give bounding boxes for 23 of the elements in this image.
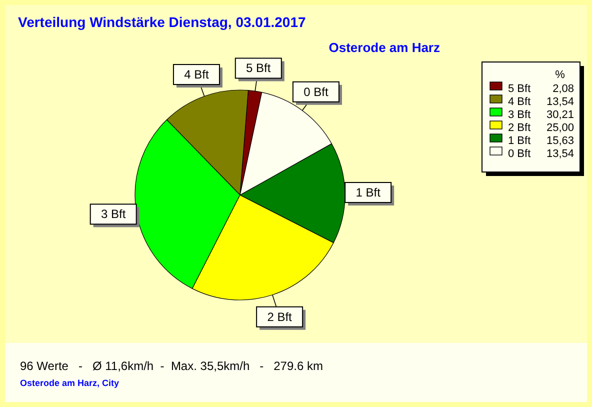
- data-label: 25,00: [546, 122, 574, 134]
- data-label: 30,21: [546, 109, 574, 121]
- legend-title: %: [555, 69, 566, 81]
- slice-label: 5 Bft: [246, 61, 272, 76]
- chart-title: Verteilung Windstärke Dienstag, 03.01.2017: [18, 14, 306, 30]
- data-label: 13,54: [546, 96, 574, 108]
- legend-label: 2 Bft: [508, 122, 531, 134]
- data-label: 2,08: [552, 83, 574, 95]
- text: 96 Werte - Ø 11,6km/h - Max. 35,5km/h - 279.6 km: [20, 359, 323, 373]
- data-label: 15,63: [546, 135, 574, 147]
- data-label: 13,54: [546, 148, 574, 160]
- chart-subtitle: Osterode am Harz: [328, 40, 440, 55]
- legend-label: 4 Bft: [508, 96, 531, 108]
- slice-label: 2 Bft: [267, 310, 293, 324]
- legend-label: 5 Bft: [508, 83, 531, 95]
- legend-label: 3 Bft: [508, 109, 531, 121]
- slice-label: 3 Bft: [101, 207, 126, 222]
- text: Osterode am Harz, City: [20, 378, 120, 388]
- slice-label: 1 Bft: [356, 185, 382, 200]
- slice-label: 4 Bft: [184, 68, 210, 82]
- legend-label: 1 Bft: [508, 135, 531, 147]
- slice-label: 0 Bft: [304, 84, 329, 99]
- legend-label: 0 Bft: [508, 148, 531, 160]
